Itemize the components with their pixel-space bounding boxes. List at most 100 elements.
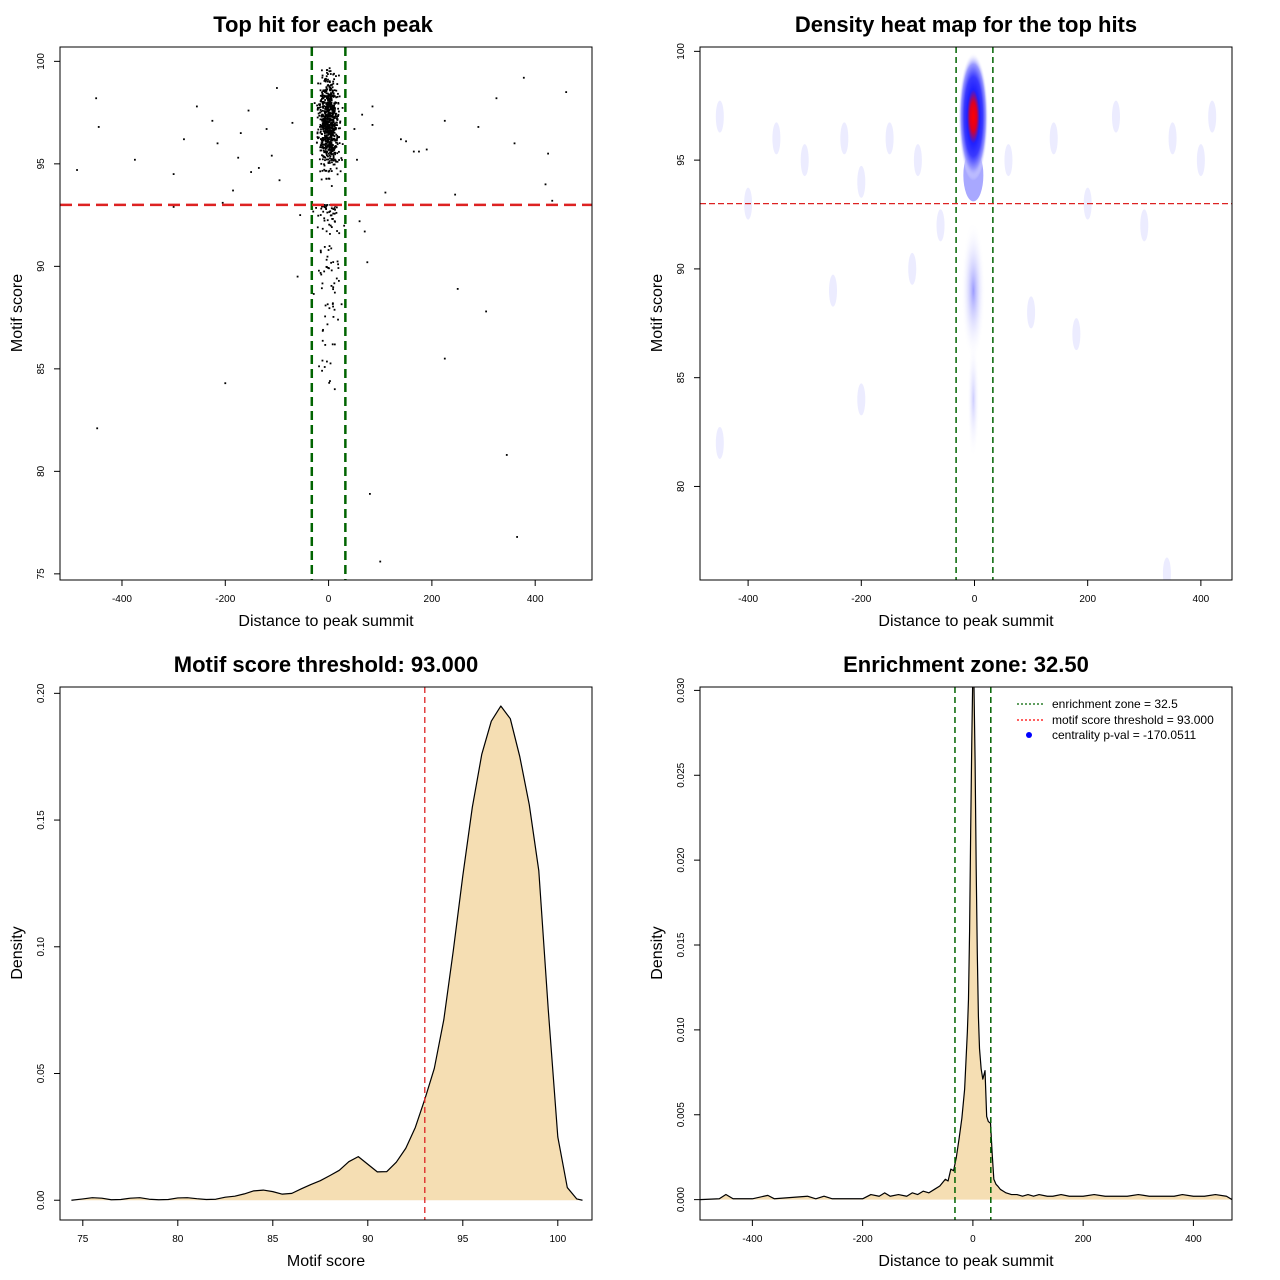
- data-point: [332, 286, 335, 289]
- data-point: [328, 177, 331, 180]
- data-point: [318, 104, 321, 107]
- data-point: [330, 153, 333, 156]
- data-point: [323, 101, 325, 104]
- data-point: [323, 105, 326, 108]
- data-point: [325, 121, 328, 124]
- data-point: [221, 201, 224, 204]
- data-point: [319, 170, 322, 173]
- data-point: [335, 89, 338, 92]
- data-point: [330, 129, 333, 132]
- data-point: [270, 154, 273, 157]
- data-point: [172, 206, 175, 208]
- density-streak: [913, 144, 922, 177]
- data-point: [325, 102, 328, 105]
- data-point: [319, 249, 322, 252]
- data-point: [323, 131, 326, 134]
- data-point: [327, 158, 330, 161]
- data-point: [328, 70, 331, 73]
- data-point: [321, 205, 323, 208]
- data-point: [324, 136, 326, 139]
- y-tick-label: 0.20: [36, 683, 47, 703]
- heatmap-title: Density heat map for the top hits: [795, 12, 1137, 37]
- data-point: [330, 226, 333, 229]
- data-point: [331, 131, 334, 133]
- data-point: [330, 105, 333, 108]
- density-streak: [1162, 557, 1171, 580]
- data-point: [326, 123, 329, 126]
- y-tick-label: 90: [36, 260, 47, 272]
- data-point: [326, 108, 329, 110]
- data-point: [325, 90, 328, 93]
- legend-threshold-label: motif score threshold = 93.000: [1052, 713, 1214, 727]
- data-point: [332, 73, 335, 76]
- x-tick-label: -200: [851, 594, 871, 605]
- data-point: [333, 148, 336, 151]
- data-point: [443, 357, 446, 360]
- data-point: [321, 138, 324, 141]
- data-point: [332, 89, 334, 92]
- data-point: [331, 161, 333, 164]
- data-point: [565, 91, 568, 93]
- x-tick-label: -400: [742, 1234, 762, 1245]
- enrichment-panel: Enrichment zone: 32.50 Distance to peak …: [649, 652, 1233, 1270]
- data-point: [333, 116, 336, 118]
- data-point: [224, 382, 227, 385]
- data-point: [335, 167, 338, 170]
- data-point: [324, 91, 326, 93]
- data-point: [330, 185, 333, 187]
- density-streak: [1072, 318, 1081, 351]
- data-point: [316, 136, 319, 138]
- data-point: [324, 80, 327, 83]
- data-point: [333, 111, 336, 114]
- data-point: [330, 147, 333, 150]
- score-density-title: Motif score threshold: 93.000: [174, 652, 478, 677]
- data-point: [322, 103, 324, 105]
- data-point: [316, 108, 319, 111]
- density-streak: [1111, 100, 1120, 133]
- data-point: [405, 140, 407, 143]
- data-point: [328, 149, 331, 151]
- data-point: [329, 233, 331, 235]
- data-point: [328, 86, 331, 89]
- data-point: [322, 147, 325, 150]
- data-point: [319, 251, 322, 254]
- data-point: [332, 212, 335, 215]
- data-point: [322, 130, 325, 132]
- data-point: [321, 74, 324, 77]
- data-point: [330, 99, 333, 102]
- data-point: [339, 120, 342, 123]
- data-point: [324, 304, 327, 307]
- data-point: [329, 98, 332, 101]
- data-point: [328, 129, 331, 132]
- data-point: [331, 86, 334, 89]
- x-tick-label: 0: [970, 1234, 976, 1245]
- x-tick-label: -400: [738, 594, 758, 605]
- data-point: [331, 127, 334, 130]
- data-point: [337, 127, 340, 130]
- data-point: [330, 118, 332, 121]
- data-point: [332, 82, 335, 85]
- data-point: [172, 173, 175, 175]
- data-point: [330, 158, 333, 160]
- data-point: [323, 122, 326, 125]
- data-point: [321, 115, 324, 118]
- data-point: [319, 111, 321, 114]
- data-point: [326, 303, 329, 306]
- density-tail: [961, 220, 986, 361]
- data-point: [319, 271, 322, 274]
- scatter-points: [76, 67, 568, 563]
- data-point: [320, 178, 323, 181]
- data-point: [337, 92, 339, 95]
- data-point: [329, 167, 332, 170]
- data-point: [332, 124, 335, 127]
- density-streak: [772, 122, 781, 155]
- data-point: [325, 89, 328, 91]
- data-point: [323, 143, 326, 146]
- data-point: [331, 119, 334, 122]
- data-point: [322, 123, 324, 125]
- data-point: [324, 108, 327, 110]
- data-point: [330, 145, 333, 148]
- density-streak: [1049, 122, 1058, 155]
- data-point: [332, 315, 335, 318]
- data-point: [328, 223, 331, 226]
